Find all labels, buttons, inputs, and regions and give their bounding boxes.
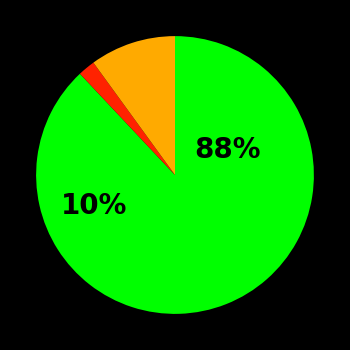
Wedge shape <box>36 36 314 314</box>
Wedge shape <box>80 63 175 175</box>
Wedge shape <box>93 36 175 175</box>
Text: 10%: 10% <box>61 191 128 219</box>
Text: 88%: 88% <box>195 136 261 164</box>
